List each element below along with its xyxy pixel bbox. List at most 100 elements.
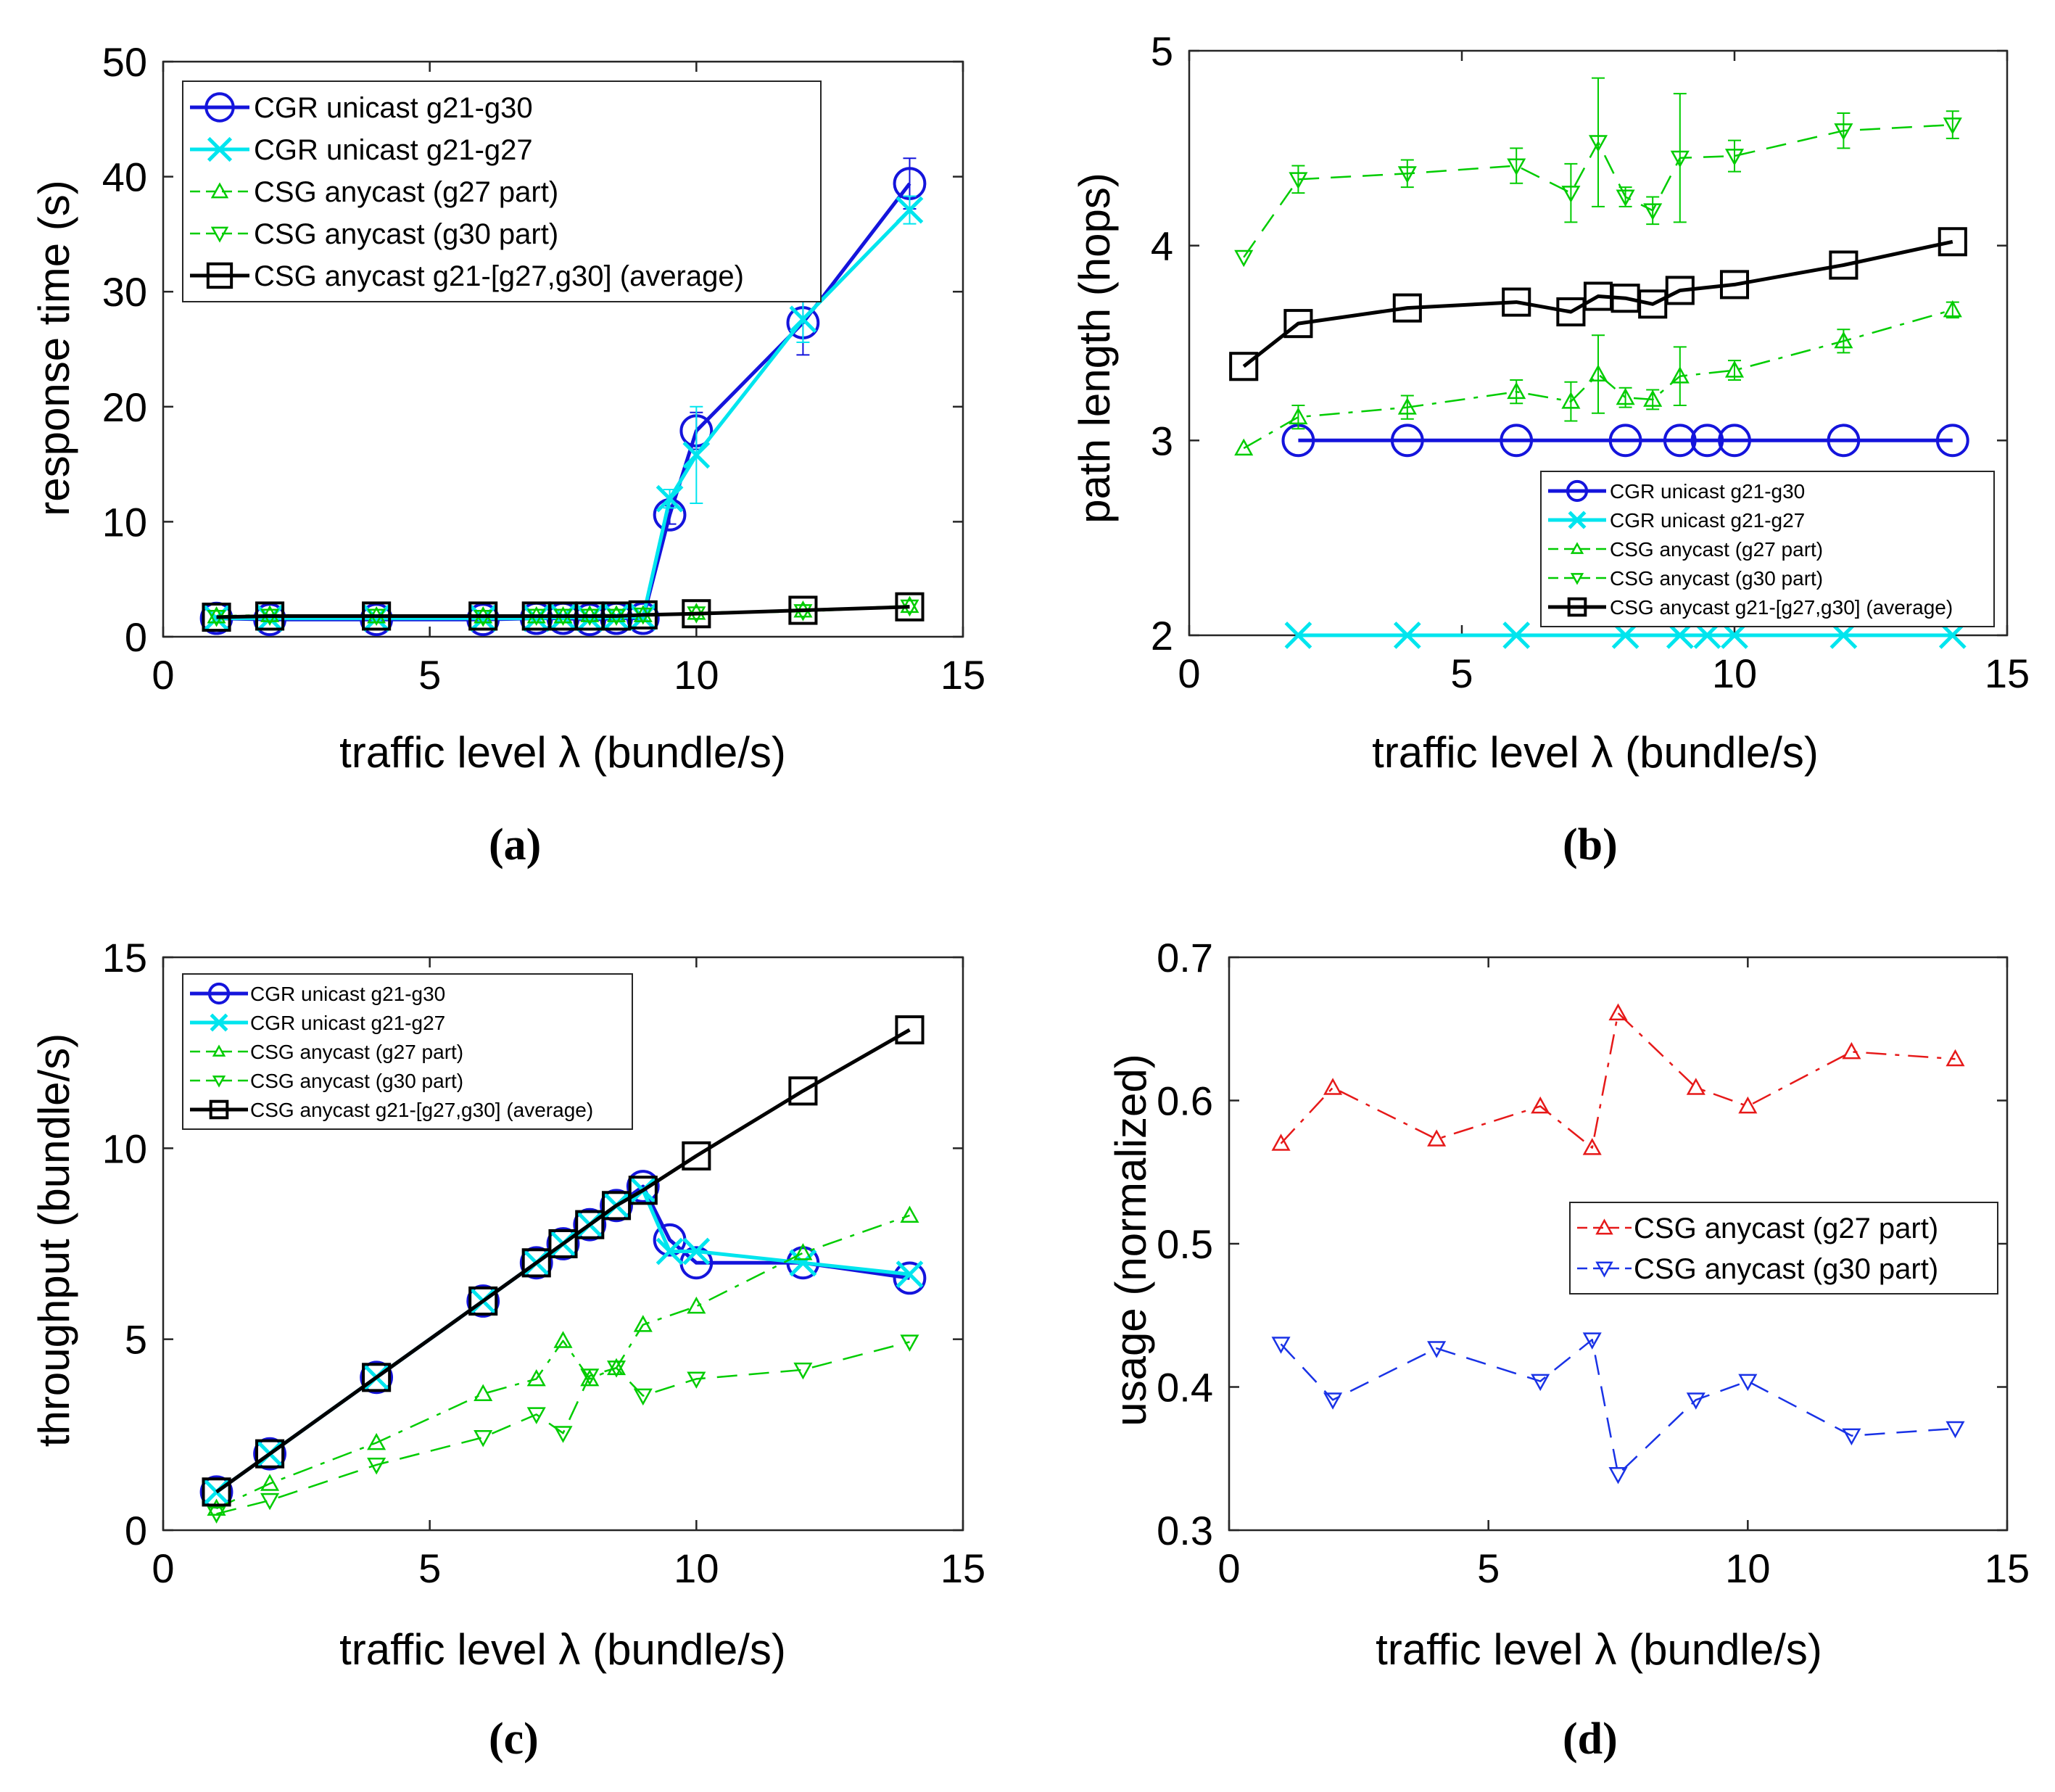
legend-label: CSG anycast (g27 part) <box>254 176 558 208</box>
data-point <box>474 1384 493 1401</box>
data-point <box>628 1176 658 1205</box>
y-tick-label: 0.3 <box>1157 1508 1213 1553</box>
data-point <box>255 601 285 631</box>
y-tick-label: 15 <box>102 935 147 980</box>
series-line <box>1280 1339 1956 1476</box>
y-axis-label: throughput (bundle/s) <box>30 1033 78 1447</box>
data-point <box>207 606 226 624</box>
series-0 <box>1271 1003 1965 1155</box>
error-bar <box>1592 334 1605 414</box>
x-axis-label: traffic level λ (bundle/s) <box>1372 728 1819 777</box>
legend-label: CSG anycast g21-[g27,g30] (average) <box>254 260 744 292</box>
series-3 <box>1234 77 1962 268</box>
x-tick-label: 0 <box>1217 1545 1240 1591</box>
legend-label: CSG anycast (g30 part) <box>254 218 558 250</box>
y-tick-label: 5 <box>1151 28 1173 74</box>
data-point <box>1686 1078 1705 1095</box>
y-tick-label: 0.5 <box>1157 1221 1213 1267</box>
legend-label: CSG anycast (g30 part) <box>250 1070 463 1092</box>
legend-label: CGR unicast g21-g30 <box>250 983 445 1005</box>
data-point <box>1842 1428 1861 1446</box>
x-tick-label: 5 <box>418 1545 441 1591</box>
data-point <box>1834 123 1853 141</box>
data-point <box>1943 117 1962 135</box>
data-point <box>900 1205 919 1223</box>
series-0 <box>199 1170 927 1509</box>
y-tick-label: 30 <box>102 269 147 315</box>
legend: CGR unicast g21-g30 CGR unicast g21-g27 CS… <box>182 80 822 302</box>
y-tick-label: 5 <box>125 1317 147 1363</box>
legend-marker <box>1570 573 1584 585</box>
data-point <box>367 1457 386 1475</box>
series-line <box>215 1214 910 1510</box>
legend-label: CSG anycast (g27 part) <box>1610 538 1823 561</box>
y-tick-label: 0 <box>125 1508 147 1553</box>
data-point <box>633 1315 653 1332</box>
legend-box <box>182 973 633 1130</box>
data-point <box>474 610 493 627</box>
data-point <box>580 1368 600 1386</box>
legend-label: CSG anycast (g30 part) <box>1610 567 1823 590</box>
data-point <box>656 1237 684 1265</box>
data-point <box>788 1076 818 1106</box>
data-point <box>789 1249 817 1277</box>
series-line <box>216 1341 910 1515</box>
legend: CGR unicast g21-g30 CGR unicast g21-g27 CS… <box>182 973 633 1130</box>
y-tick-label: 40 <box>102 154 147 200</box>
error-bar <box>1510 147 1523 184</box>
legend-marker <box>207 982 231 1005</box>
data-point <box>789 305 817 334</box>
data-point <box>1323 1078 1343 1095</box>
data-point <box>575 1210 605 1239</box>
series-line <box>1243 309 1953 450</box>
data-point <box>1556 297 1586 327</box>
legend: CGR unicast g21-g30 CGR unicast g21-g27 CS… <box>1540 471 1995 627</box>
data-point <box>466 1284 500 1318</box>
legend-label: CGR unicast g21-g27 <box>250 1012 445 1034</box>
data-point <box>1738 1096 1758 1114</box>
data-point <box>1393 622 1421 649</box>
data-point <box>1670 150 1690 168</box>
legend-marker <box>206 262 233 289</box>
panel-d: 0 5 10 15 0.3 0.4 0.5 0.6 0.7 traffic level λ (bu… <box>1107 935 2030 1764</box>
data-point <box>260 1474 280 1491</box>
data-point <box>526 1407 546 1424</box>
x-tick-label: 15 <box>940 1545 985 1591</box>
data-point <box>793 604 813 622</box>
data-point <box>1500 424 1534 458</box>
data-point <box>1502 287 1531 317</box>
legend-marker <box>1595 1218 1613 1235</box>
x-axis-label: traffic level λ (bundle/s) <box>1376 1625 1822 1674</box>
data-point <box>1946 1049 1965 1067</box>
series-4 <box>1229 227 1967 381</box>
data-point <box>1427 1129 1447 1147</box>
series-4 <box>202 1015 925 1507</box>
x-tick-label: 0 <box>152 1545 174 1591</box>
data-point <box>367 1432 386 1450</box>
legend-label: CGR unicast g21-g27 <box>1610 509 1805 532</box>
x-tick-label: 5 <box>1477 1545 1500 1591</box>
x-tick-label: 0 <box>152 652 174 698</box>
x-tick-label: 15 <box>1985 1545 2030 1591</box>
x-tick-label: 15 <box>1985 651 2030 696</box>
data-point <box>1616 189 1635 207</box>
data-point <box>1271 1337 1291 1354</box>
data-point <box>1582 1138 1602 1155</box>
data-point <box>600 1189 633 1223</box>
data-point <box>1935 424 1969 458</box>
series-1 <box>1271 1332 1965 1485</box>
data-point <box>553 1426 573 1443</box>
axes-box <box>162 956 964 1532</box>
series-3 <box>207 1334 919 1524</box>
data-point <box>1283 309 1313 339</box>
panel-b: 0 5 10 15 2 3 4 5 traffic level λ (bundle/s) path… <box>1070 28 2030 870</box>
x-axis-label: traffic level λ (bundle/s) <box>339 1625 786 1674</box>
data-point <box>580 605 600 622</box>
data-point <box>1616 387 1635 405</box>
series-line <box>215 1184 910 1494</box>
data-point <box>656 484 684 513</box>
data-point <box>1643 389 1663 407</box>
legend-marker <box>212 1044 226 1057</box>
y-axis-label: path length (hops) <box>1070 173 1119 524</box>
legend-marker <box>212 1075 226 1088</box>
